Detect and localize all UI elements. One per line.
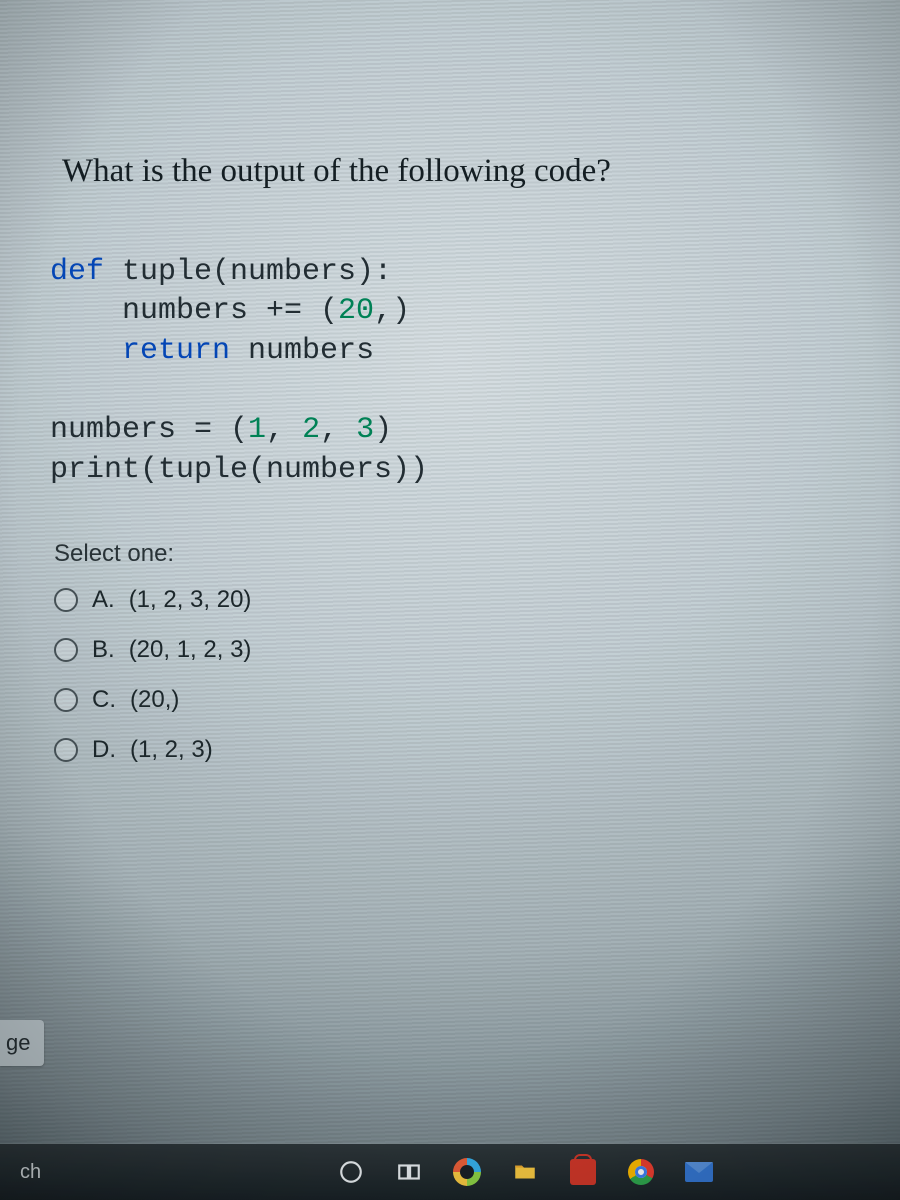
cortana-icon[interactable] xyxy=(336,1157,366,1187)
option-letter: A. xyxy=(92,586,115,614)
code-text: , xyxy=(266,413,302,447)
code-text: numbers xyxy=(230,334,374,368)
option-b[interactable]: B. (20, 1, 2, 3) xyxy=(54,636,880,664)
windows-taskbar: ch xyxy=(0,1144,900,1200)
side-nav-fragment[interactable]: ge xyxy=(0,1020,44,1066)
option-text: (20, 1, 2, 3) xyxy=(129,636,252,664)
option-c[interactable]: C. (20,) xyxy=(54,686,880,714)
option-letter: B. xyxy=(92,636,115,664)
store-icon[interactable] xyxy=(568,1157,598,1187)
task-view-icon[interactable] xyxy=(394,1157,424,1187)
option-letter: C. xyxy=(92,686,116,714)
code-text: tuple(numbers): xyxy=(104,255,392,289)
code-text: ,) xyxy=(374,294,410,328)
edge-icon[interactable] xyxy=(452,1157,482,1187)
option-text: (1, 2, 3) xyxy=(130,736,213,764)
question-title: What is the output of the following code… xyxy=(62,150,880,193)
screen-photo: What is the output of the following code… xyxy=(0,0,900,1200)
radio-icon[interactable] xyxy=(54,688,78,712)
code-text: numbers += ( xyxy=(50,294,338,328)
code-num: 1 xyxy=(248,413,266,447)
code-text: , xyxy=(320,413,356,447)
code-text: ) xyxy=(374,413,392,447)
taskbar-left-fragment: ch xyxy=(20,1161,100,1184)
chrome-icon[interactable] xyxy=(626,1157,656,1187)
code-text: print(tuple(numbers)) xyxy=(50,453,428,487)
code-text: numbers = ( xyxy=(50,413,248,447)
code-num: 2 xyxy=(302,413,320,447)
option-d[interactable]: D. (1, 2, 3) xyxy=(54,736,880,764)
option-a[interactable]: A. (1, 2, 3, 20) xyxy=(54,586,880,614)
file-explorer-icon[interactable] xyxy=(510,1157,540,1187)
code-num: 20 xyxy=(338,294,374,328)
options-group: A. (1, 2, 3, 20) B. (20, 1, 2, 3) C. (20… xyxy=(54,586,880,764)
mail-icon[interactable] xyxy=(684,1157,714,1187)
option-text: (20,) xyxy=(130,686,179,714)
kw-def: def xyxy=(50,255,104,289)
kw-return: return xyxy=(122,334,230,368)
code-text xyxy=(50,334,122,368)
option-text: (1, 2, 3, 20) xyxy=(129,586,252,614)
select-prompt: Select one: xyxy=(54,540,880,568)
quiz-content: What is the output of the following code… xyxy=(50,150,880,786)
code-num: 3 xyxy=(356,413,374,447)
code-block: def tuple(numbers): numbers += (20,) ret… xyxy=(50,253,880,491)
radio-icon[interactable] xyxy=(54,638,78,662)
radio-icon[interactable] xyxy=(54,738,78,762)
option-letter: D. xyxy=(92,736,116,764)
radio-icon[interactable] xyxy=(54,588,78,612)
